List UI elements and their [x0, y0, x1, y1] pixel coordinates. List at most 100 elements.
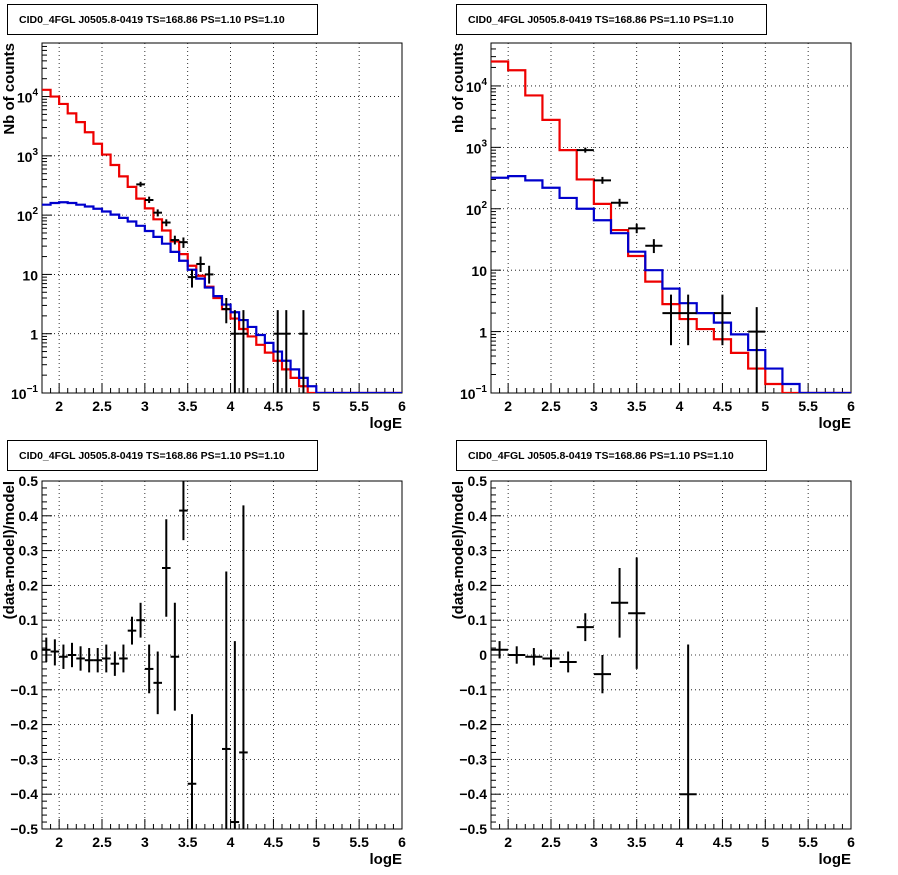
x-tick-label: 3.5: [627, 834, 647, 850]
data-point: [170, 235, 180, 245]
data-point: [662, 294, 680, 346]
data-point: [179, 237, 188, 248]
y-tick-label: 0.2: [19, 577, 39, 593]
x-tick-label: 3: [590, 398, 598, 414]
data-point: [222, 571, 231, 829]
x-tick-label: 3.5: [178, 834, 198, 850]
data-point: [187, 269, 197, 288]
y-tick-label: −0.3: [10, 751, 38, 767]
y-tick-label-base: 10: [11, 386, 27, 402]
y-tick-label: 0.4: [19, 508, 39, 524]
y-tick-label-exp: 2: [32, 206, 38, 217]
y-tick-label: −0.1: [459, 682, 487, 698]
chart-panel-bottom-left: CID0_4FGL J0505.8-0419 TS=168.86 PS=1.10…: [1, 440, 406, 868]
data-point: [748, 307, 766, 393]
x-tick-label: 2: [504, 398, 512, 414]
y-tick-label-base: 10: [466, 140, 482, 156]
data-point: [611, 568, 629, 638]
data-point: [76, 646, 85, 671]
x-tick-label: 5: [761, 834, 769, 850]
data-point: [525, 648, 543, 666]
data-point: [204, 265, 214, 284]
y-tick-label: 0.5: [468, 473, 488, 489]
x-tick-label: 2: [504, 834, 512, 850]
x-axis-label: logE: [370, 851, 403, 868]
chart-title: CID0_4FGL J0505.8-0419 TS=168.86 PS=1.10…: [19, 14, 285, 26]
x-tick-label: 4: [227, 398, 235, 414]
data-point: [576, 147, 594, 153]
x-tick-label: 4: [676, 834, 684, 850]
data-point: [542, 649, 560, 668]
x-tick-label: 5.5: [798, 398, 818, 414]
data-point: [230, 310, 240, 393]
y-tick-label: 0.1: [19, 612, 39, 628]
y-tick-label: 10: [471, 263, 487, 279]
y-axis-label: Nb of counts: [1, 43, 18, 135]
data-point: [102, 644, 111, 673]
x-tick-label: 3.5: [178, 398, 198, 414]
data-point: [84, 648, 94, 673]
plot-area: [491, 60, 851, 393]
data-point: [628, 557, 646, 669]
data-point: [50, 639, 60, 666]
y-tick-label: 0.3: [468, 543, 488, 559]
y-axis-label: nb of counts: [450, 43, 467, 133]
chart-panel-top-right: CID0_4FGL J0505.8-0419 TS=168.86 PS=1.10…: [450, 4, 855, 432]
x-tick-label: 3.5: [627, 398, 647, 414]
x-tick-label: 4.5: [713, 834, 733, 850]
plot-area: [42, 481, 248, 829]
data-point: [239, 505, 248, 829]
y-tick-label-base: 10: [460, 386, 476, 402]
title-box: [7, 440, 318, 471]
x-axis-label: logE: [370, 415, 403, 432]
data-point: [59, 644, 68, 669]
data-point: [222, 298, 231, 324]
data-point: [593, 655, 611, 694]
y-tick-label-base: 10: [17, 149, 33, 165]
data-point: [611, 198, 629, 207]
x-tick-label: 6: [398, 398, 406, 414]
y-tick-label: 1: [30, 327, 38, 343]
title-box: [7, 4, 318, 35]
data-point: [93, 648, 102, 673]
data-point: [559, 651, 577, 673]
x-tick-label: 3: [590, 834, 598, 850]
x-tick-label: 4.5: [713, 398, 733, 414]
y-axis-label: (data-model)/model: [1, 481, 18, 619]
data-point: [713, 294, 731, 346]
data-point: [239, 310, 248, 393]
x-tick-label: 2.5: [92, 834, 112, 850]
y-tick-label: 10: [22, 267, 38, 283]
x-tick-label: 2.5: [92, 398, 112, 414]
y-tick-label: 10−1: [11, 384, 38, 402]
x-tick-label: 3: [141, 834, 149, 850]
y-axis-label: (data-model)/model: [450, 481, 467, 619]
y-tick-label: 0.3: [19, 543, 39, 559]
x-tick-label: 4.5: [264, 398, 284, 414]
data-point: [127, 616, 137, 645]
y-tick-label: 0: [30, 647, 38, 663]
y-tick-label-exp: −1: [476, 384, 488, 395]
data-point: [119, 644, 128, 673]
data-point: [153, 651, 162, 715]
y-tick-label: 0.4: [468, 508, 488, 524]
y-tick-label-base: 10: [466, 79, 482, 95]
y-tick-label-exp: 4: [32, 88, 38, 99]
x-axis-label: logE: [819, 415, 852, 432]
x-tick-label: 6: [847, 398, 855, 414]
data-point: [679, 644, 697, 829]
data-point: [230, 641, 240, 829]
plot-area: [42, 88, 402, 393]
x-tick-label: 2: [55, 398, 63, 414]
y-tick-label: 1: [479, 325, 487, 341]
y-tick-label: −0.3: [459, 751, 487, 767]
data-point: [162, 219, 171, 227]
y-tick-label: −0.2: [10, 717, 38, 733]
x-tick-label: 4: [227, 834, 235, 850]
y-tick-label-exp: 2: [481, 200, 487, 211]
x-tick-label: 4.5: [264, 834, 284, 850]
y-tick-label: −0.1: [10, 682, 38, 698]
data-point: [67, 642, 77, 668]
data-point: [491, 641, 509, 659]
